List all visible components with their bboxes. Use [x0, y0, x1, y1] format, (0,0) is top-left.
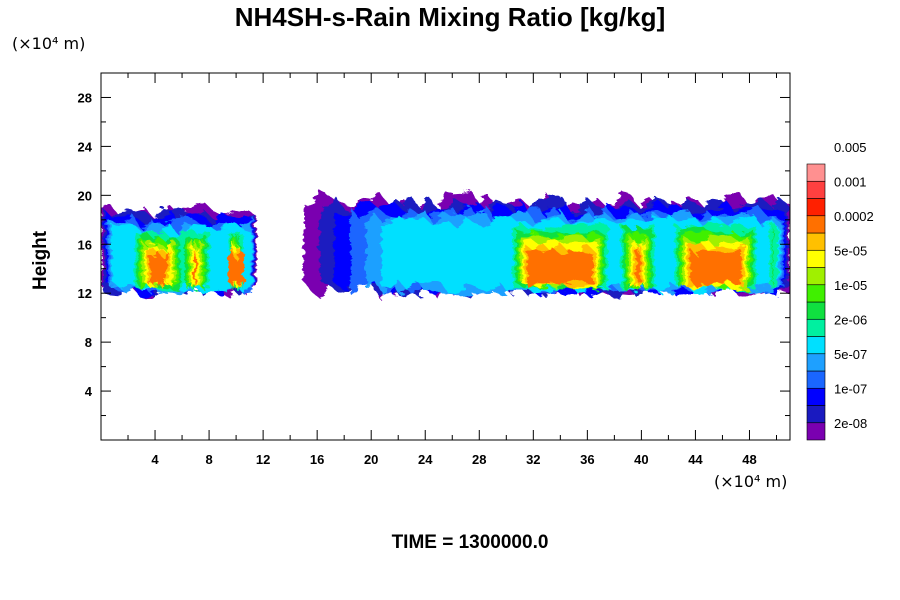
x-tick-label: 8	[205, 452, 212, 467]
colorbar-label: 2e-08	[834, 416, 867, 431]
contour-level	[194, 251, 197, 287]
colorbar-label: 1e-05	[834, 278, 867, 293]
y-tick-label: 16	[78, 237, 92, 252]
y-tick-label: 8	[85, 335, 92, 350]
x-tick-label: 32	[526, 452, 540, 467]
x-tick-label: 16	[310, 452, 324, 467]
contour-level	[689, 247, 742, 289]
colorbar-swatch	[806, 215, 826, 234]
colorbar-swatch	[806, 353, 826, 372]
colorbar-label: 5e-07	[834, 347, 867, 362]
contour-level	[228, 251, 244, 288]
colorbar-swatch	[806, 198, 826, 217]
colorbar-label: 2e-06	[834, 312, 867, 327]
contour-level	[149, 250, 168, 287]
colorbar-swatch	[806, 180, 826, 199]
x-tick-label: 44	[688, 452, 703, 467]
y-tick-label: 12	[78, 286, 92, 301]
colorbar-swatch	[806, 422, 826, 441]
y-tick-label: 20	[78, 188, 92, 203]
contour-level	[635, 247, 641, 289]
colorbar-label: 0.005	[834, 140, 867, 155]
contour-level	[769, 221, 778, 291]
colorbar-swatch	[806, 301, 826, 320]
x-tick-label: 12	[256, 452, 270, 467]
x-tick-label: 20	[364, 452, 378, 467]
colorbar-swatch	[806, 387, 826, 406]
chart-title: NH4SH-s-Rain Mixing Ratio [kg/kg]	[234, 2, 666, 32]
colorbar-label: 0.001	[834, 174, 867, 189]
x-tick-label: 24	[418, 452, 433, 467]
x-axis-unit: (×10⁴ m)	[714, 472, 788, 491]
colorbar-label: 1e-07	[834, 381, 867, 396]
time-footer: TIME = 1300000.0	[391, 532, 549, 553]
colorbar-swatch	[806, 284, 826, 303]
field-layer	[101, 190, 790, 300]
colorbar-swatch	[806, 267, 826, 286]
colorbar-label: 5e-05	[834, 243, 867, 258]
x-tick-label: 48	[742, 452, 756, 467]
colorbar-swatch	[806, 318, 826, 337]
colorbar-swatch	[806, 405, 826, 424]
y-tick-label: 4	[85, 384, 93, 399]
x-axis: 4 8 12 16 20 24 28 32 36 40 44 48	[127, 73, 777, 467]
y-tick-label: 28	[78, 90, 92, 105]
x-tick-label: 40	[634, 452, 648, 467]
contour-level	[772, 225, 773, 291]
colorbar: 2e-08 1e-07 5e-07 2e-06 1e-05 5e-05 0.0002 0.00…	[806, 140, 874, 441]
y-axis-unit: (×10⁴ m)	[12, 34, 86, 53]
colorbar-swatch	[806, 370, 826, 389]
colorbar-swatch	[806, 249, 826, 268]
contour-level	[527, 247, 593, 288]
x-tick-label: 36	[580, 452, 594, 467]
colorbar-label: 0.0002	[834, 209, 874, 224]
colorbar-swatch	[806, 232, 826, 251]
y-tick-label: 24	[78, 139, 93, 154]
plot-frame	[100, 72, 791, 441]
x-tick-label: 4	[151, 452, 159, 467]
colorbar-swatch	[806, 163, 826, 182]
x-tick-label: 28	[472, 452, 486, 467]
colorbar-swatch	[806, 336, 826, 355]
field-contours	[101, 190, 790, 300]
y-axis: 4 8 12 16 20 24 28	[78, 90, 790, 417]
